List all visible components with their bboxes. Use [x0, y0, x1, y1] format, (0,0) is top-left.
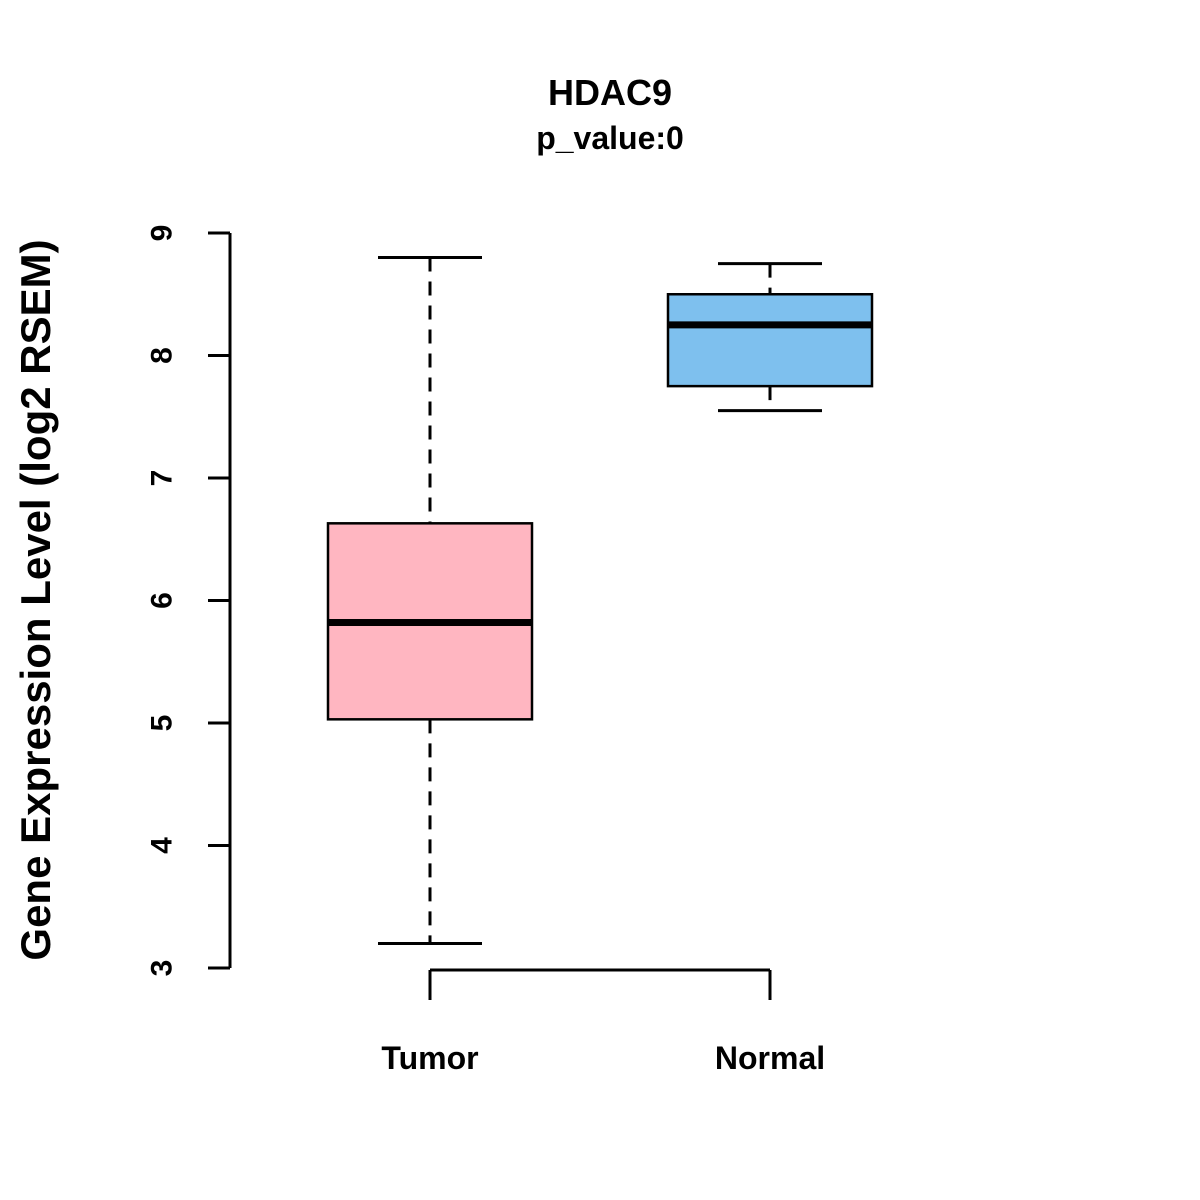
chart-subtitle: p_value:0: [536, 120, 684, 156]
y-tick-label: 5: [146, 715, 179, 732]
y-tick-label: 6: [146, 592, 179, 609]
y-tick-label: 3: [146, 960, 179, 977]
y-tick-label: 9: [146, 225, 179, 242]
y-tick-label: 7: [146, 470, 179, 487]
normal-box: [666, 293, 874, 388]
category-label-normal: Normal: [714, 1040, 826, 1076]
category-label-tumor: Tumor: [381, 1040, 479, 1076]
y-tick-label: 4: [146, 837, 179, 854]
y-tick-label: 8: [146, 347, 179, 364]
chart-title: HDAC9: [547, 72, 673, 113]
